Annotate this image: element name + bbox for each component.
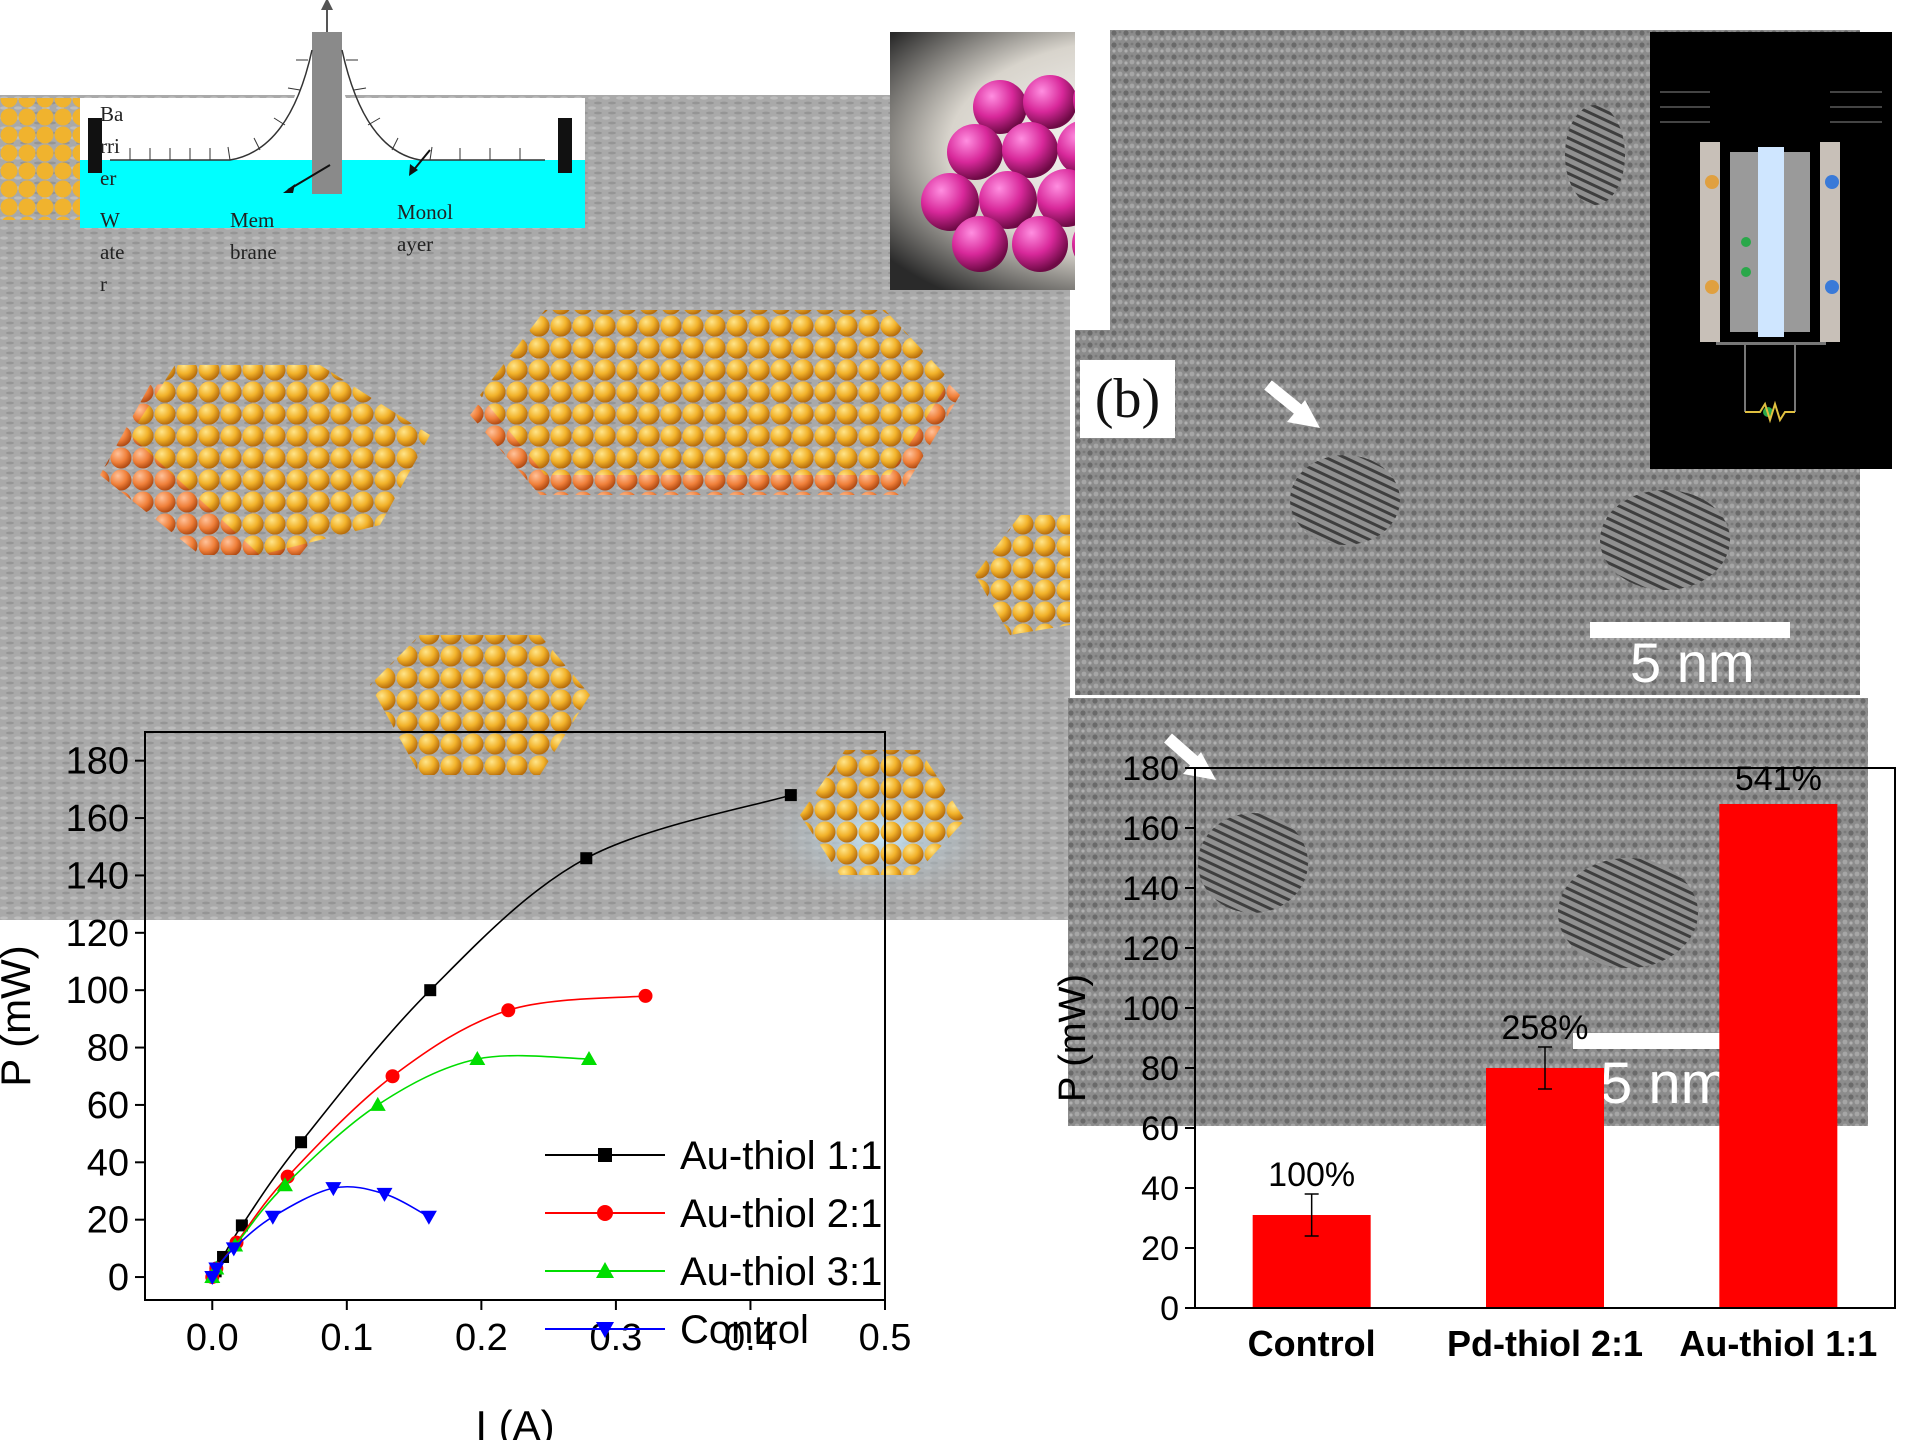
- data-point: [501, 1003, 516, 1018]
- nanoparticle-island: [480, 310, 950, 475]
- x-tick-label: 0.0: [186, 1317, 239, 1359]
- nanoparticle-cluster: [975, 515, 1070, 635]
- x-tick-label: 0.4: [724, 1317, 777, 1359]
- nanoparticle-cluster: [370, 635, 590, 775]
- y-tick-label: 140: [66, 855, 129, 897]
- data-point: [385, 1069, 400, 1084]
- legend-label: Control: [680, 1308, 809, 1352]
- y-axis-label: P (mW): [0, 945, 39, 1087]
- data-point: [217, 1250, 230, 1263]
- y-tick-label: 0: [108, 1257, 129, 1299]
- category-label: Control: [1248, 1323, 1376, 1364]
- data-point: [276, 1177, 293, 1192]
- bar: [1486, 1068, 1604, 1308]
- y-tick-label: 20: [87, 1200, 129, 1242]
- data-point: [597, 1205, 613, 1221]
- data-point: [596, 1322, 614, 1338]
- y-tick-label: 120: [1122, 930, 1179, 968]
- data-point: [784, 789, 797, 802]
- membrane-label: Mem brane: [230, 208, 277, 264]
- bar-value-label: 258%: [1502, 1009, 1589, 1047]
- x-tick-label: 0.2: [455, 1317, 508, 1359]
- y-tick-label: 60: [87, 1085, 129, 1127]
- plot-frame: [1194, 767, 1896, 1309]
- scale-bar-label-lower: 5 nm: [1600, 1051, 1729, 1116]
- y-tick-label: 20: [1141, 1230, 1179, 1268]
- y-tick-label: 0: [1160, 1290, 1179, 1328]
- plot-frame: [144, 731, 886, 1301]
- category-label: Pd-thiol 2:1: [1447, 1323, 1643, 1364]
- y-tick-label: 160: [66, 798, 129, 840]
- tem-micrograph-lower: [1068, 698, 1868, 1126]
- data-point: [580, 852, 593, 865]
- nanoparticle-island: [130, 365, 430, 555]
- data-point: [598, 1148, 612, 1162]
- data-point: [325, 1182, 342, 1197]
- y-tick-label: 40: [1141, 1170, 1179, 1208]
- y-tick-label: 180: [1122, 750, 1179, 788]
- y-axis-label: P (mW): [1052, 974, 1094, 1102]
- legend-label: Au-thiol 1:1: [680, 1134, 882, 1178]
- y-tick-label: 80: [1141, 1050, 1179, 1088]
- nanoparticle-cluster: [800, 750, 965, 875]
- data-point: [369, 1096, 386, 1111]
- series-0: Au-thiol 1:1: [206, 789, 882, 1284]
- y-tick-label: 60: [1141, 1110, 1179, 1148]
- data-point: [469, 1051, 486, 1066]
- data-point: [225, 1242, 242, 1257]
- data-point: [424, 984, 437, 997]
- water-label: W ate r: [100, 208, 125, 296]
- fuel-cell-diagram: [1650, 32, 1892, 469]
- power-current-chart: 0.0 0.1 0.2 0.3 0.4 0.50204060801001201401601…: [0, 731, 912, 1440]
- data-point: [638, 988, 653, 1003]
- series-line: [211, 995, 646, 1278]
- category-label: Au-thiol 1:1: [1679, 1323, 1877, 1364]
- panel-label: (b): [1080, 360, 1175, 438]
- x-axis-label: I (A): [475, 1402, 554, 1440]
- monolayer-label: Monol ayer: [397, 200, 454, 256]
- legend-label: Au-thiol 3:1: [680, 1250, 882, 1294]
- data-point: [581, 1051, 597, 1066]
- barrier-label: Ba rri er: [100, 102, 124, 190]
- y-tick-label: 80: [87, 1028, 129, 1070]
- y-tick-label: 100: [66, 970, 129, 1012]
- x-tick-label: 0.5: [859, 1317, 912, 1359]
- power-bar-chart: 0 20 40 60 80 100 120 140 160 180 P (mW) 100% Contro…: [1052, 750, 1896, 1364]
- data-point: [295, 1136, 308, 1149]
- data-point: [420, 1210, 437, 1225]
- bar: [1719, 804, 1838, 1308]
- legend-label: Au-thiol 2:1: [680, 1192, 882, 1236]
- data-point: [596, 1262, 614, 1278]
- data-point: [264, 1210, 281, 1225]
- bar-value-label: 100%: [1268, 1156, 1355, 1194]
- y-tick-label: 140: [1122, 870, 1179, 908]
- bar-value-label: 541%: [1735, 760, 1822, 798]
- data-point: [208, 1262, 225, 1277]
- data-point: [235, 1219, 248, 1232]
- y-tick-label: 40: [87, 1142, 129, 1184]
- series-3: Control: [204, 1182, 809, 1352]
- data-point: [376, 1187, 393, 1202]
- scale-bar-label: 5 nm: [1630, 631, 1755, 694]
- langmuir-trough-schematic: Ba rri er W ate r Mem brane Monol ayer: [0, 0, 585, 300]
- y-tick-label: 120: [66, 913, 129, 955]
- y-tick-label: 100: [1122, 990, 1179, 1028]
- x-tick-label: 0.1: [320, 1317, 373, 1359]
- series-line: [211, 1054, 590, 1278]
- y-tick-label: 180: [66, 741, 129, 783]
- y-tick-label: 160: [1122, 810, 1179, 848]
